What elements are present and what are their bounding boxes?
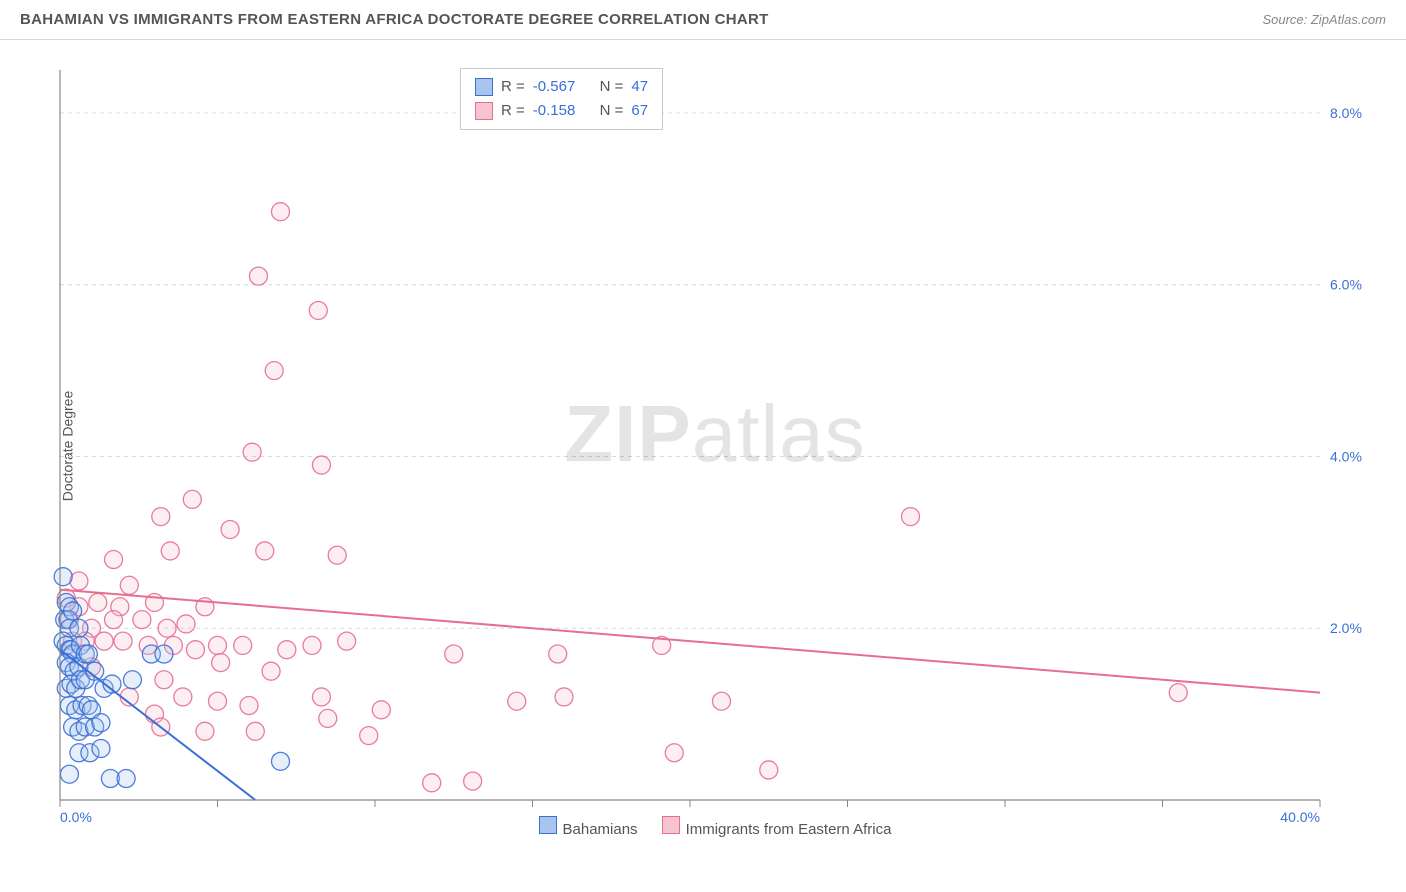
legend: Bahamians Immigrants from Eastern Africa — [50, 816, 1380, 838]
svg-text:8.0%: 8.0% — [1330, 105, 1362, 121]
source-attribution: Source: ZipAtlas.com — [1262, 12, 1386, 27]
scatter-chart: 2.0%4.0%6.0%8.0%0.0%40.0% — [50, 60, 1380, 840]
svg-text:2.0%: 2.0% — [1330, 620, 1362, 636]
legend-item-eastern-africa: Immigrants from Eastern Africa — [662, 816, 892, 838]
n-label: N = — [600, 99, 624, 123]
legend-swatch-eastern-africa — [662, 816, 680, 834]
n-value-bahamians: 47 — [631, 75, 648, 99]
r-label: R = — [501, 75, 525, 99]
svg-text:4.0%: 4.0% — [1330, 448, 1362, 464]
legend-item-bahamians: Bahamians — [539, 816, 638, 838]
legend-label-bahamians: Bahamians — [563, 821, 638, 838]
chart-header: BAHAMIAN VS IMMIGRANTS FROM EASTERN AFRI… — [0, 0, 1406, 40]
r-value-bahamians: -0.567 — [533, 75, 576, 99]
stats-row-bahamians: R = -0.567 N = 47 — [475, 75, 648, 99]
r-label: R = — [501, 99, 525, 123]
n-label: N = — [600, 75, 624, 99]
plot-area: ZIPatlas 2.0%4.0%6.0%8.0%0.0%40.0% R = -… — [50, 60, 1380, 840]
legend-label-eastern-africa: Immigrants from Eastern Africa — [686, 821, 892, 838]
correlation-stats-box: R = -0.567 N = 47 R = -0.158 N = 67 — [460, 68, 663, 130]
chart-title: BAHAMIAN VS IMMIGRANTS FROM EASTERN AFRI… — [20, 11, 769, 28]
n-value-eastern-africa: 67 — [631, 99, 648, 123]
stats-row-eastern-africa: R = -0.158 N = 67 — [475, 99, 648, 123]
r-value-eastern-africa: -0.158 — [533, 99, 576, 123]
svg-text:6.0%: 6.0% — [1330, 277, 1362, 293]
source-prefix: Source: — [1262, 12, 1310, 27]
legend-swatch-bahamians — [539, 816, 557, 834]
swatch-bahamians — [475, 78, 493, 96]
swatch-eastern-africa — [475, 102, 493, 120]
source-name: ZipAtlas.com — [1311, 12, 1386, 27]
